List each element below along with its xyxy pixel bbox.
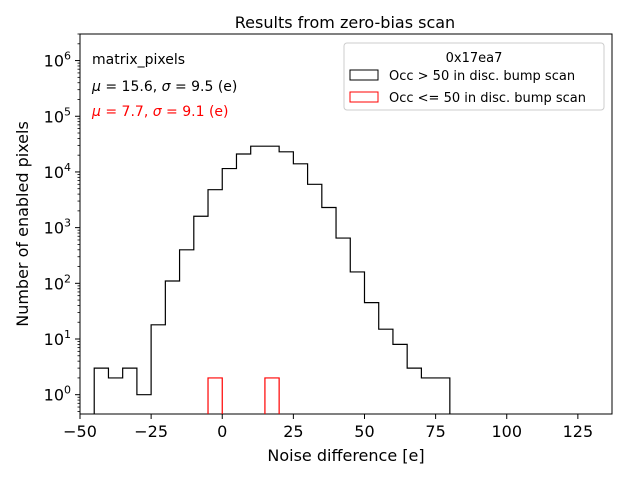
series-red-histogram (207, 377, 280, 414)
x-tick-label: 25 (283, 422, 303, 441)
mu-symbol: μ (91, 104, 101, 120)
histogram-bin-red (264, 377, 280, 414)
legend: 0x17ea7 Occ > 50 in disc. bump scan Occ … (343, 42, 605, 111)
sigma-symbol: σ (162, 79, 172, 95)
y-tick-label: 106 (44, 50, 71, 71)
legend-title: 0x17ea7 (446, 51, 503, 66)
legend-swatch-red (349, 91, 379, 103)
mu-symbol: μ (91, 79, 101, 95)
x-tick-label: 75 (425, 422, 445, 441)
mu-value: = 15.6, (101, 79, 162, 95)
x-tick-label: 0 (217, 422, 227, 441)
legend-swatch-black (349, 69, 379, 81)
y-tick-label: 100 (44, 384, 71, 405)
legend-entry-black: Occ > 50 in disc. bump scan (389, 69, 575, 84)
histogram-step-black (93, 145, 451, 414)
mu-value: = 7.7, (101, 104, 153, 120)
annotation-stats-black: μ = 15.6, σ = 9.5 (e) (91, 79, 237, 95)
chart-title: Results from zero-bias scan (235, 13, 455, 32)
series-black-histogram (93, 145, 451, 414)
x-tick-label: 100 (491, 422, 522, 441)
y-axis-ticks: 100 101 102 103 104 105 106 (44, 33, 80, 412)
y-tick-label: 103 (44, 217, 71, 238)
legend-entry-red: Occ <= 50 in disc. bump scan (389, 91, 586, 106)
x-tick-label: −50 (63, 422, 97, 441)
histogram-bin-red (207, 377, 223, 414)
x-tick-label: 125 (563, 422, 594, 441)
annotation-matrix-label: matrix_pixels (92, 52, 185, 68)
x-tick-label: 50 (354, 422, 374, 441)
x-axis-label: Noise difference [e] (267, 446, 424, 465)
y-tick-label: 104 (44, 161, 71, 182)
annotation-stats-red: μ = 7.7, σ = 9.1 (e) (91, 104, 228, 120)
sigma-value: = 9.1 (e) (162, 104, 229, 120)
x-tick-label: −25 (134, 422, 168, 441)
y-tick-label: 105 (44, 105, 71, 126)
y-tick-label: 101 (44, 328, 71, 349)
axes-frame (79, 33, 613, 415)
y-tick-label: 102 (44, 272, 71, 293)
sigma-value: = 9.5 (e) (171, 79, 238, 95)
sigma-symbol: σ (153, 104, 163, 120)
plot-area (79, 33, 613, 415)
y-axis-label: Number of enabled pixels (13, 121, 32, 327)
legend-frame (343, 42, 605, 111)
x-axis-ticks: −50 −25 0 25 50 75 100 125 (63, 414, 593, 441)
